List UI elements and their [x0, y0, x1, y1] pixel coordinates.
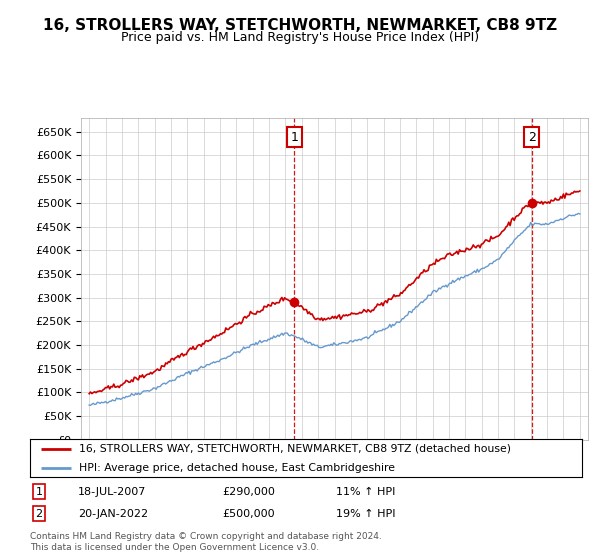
- Text: £500,000: £500,000: [222, 508, 275, 519]
- Text: 18-JUL-2007: 18-JUL-2007: [78, 487, 146, 497]
- Text: Price paid vs. HM Land Registry's House Price Index (HPI): Price paid vs. HM Land Registry's House …: [121, 31, 479, 44]
- Text: 19% ↑ HPI: 19% ↑ HPI: [336, 508, 395, 519]
- Text: 16, STROLLERS WAY, STETCHWORTH, NEWMARKET, CB8 9TZ: 16, STROLLERS WAY, STETCHWORTH, NEWMARKE…: [43, 18, 557, 34]
- Text: 1: 1: [290, 131, 298, 144]
- Text: HPI: Average price, detached house, East Cambridgeshire: HPI: Average price, detached house, East…: [79, 463, 395, 473]
- Text: 2: 2: [35, 508, 43, 519]
- Text: Contains HM Land Registry data © Crown copyright and database right 2024.
This d: Contains HM Land Registry data © Crown c…: [30, 532, 382, 552]
- Text: 16, STROLLERS WAY, STETCHWORTH, NEWMARKET, CB8 9TZ (detached house): 16, STROLLERS WAY, STETCHWORTH, NEWMARKE…: [79, 444, 511, 454]
- Text: £290,000: £290,000: [222, 487, 275, 497]
- Text: 2: 2: [527, 131, 536, 144]
- Text: 1: 1: [35, 487, 43, 497]
- Text: 20-JAN-2022: 20-JAN-2022: [78, 508, 148, 519]
- Text: 11% ↑ HPI: 11% ↑ HPI: [336, 487, 395, 497]
